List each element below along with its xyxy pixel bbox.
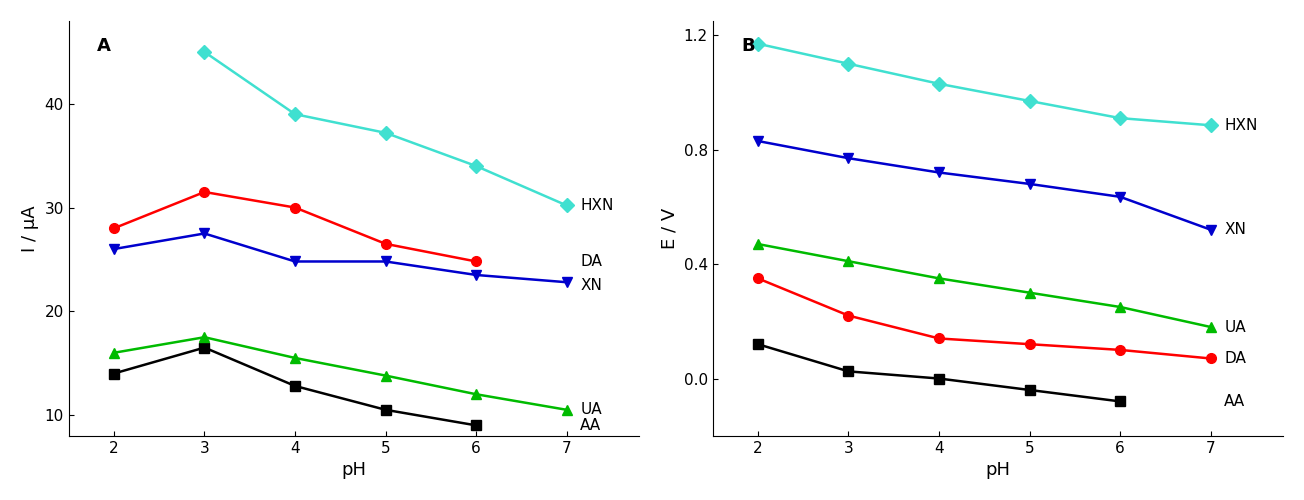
X-axis label: pH: pH	[986, 461, 1011, 479]
Y-axis label: I / μA: I / μA	[21, 205, 39, 252]
Text: UA: UA	[580, 402, 602, 417]
Text: HXN: HXN	[580, 198, 614, 213]
Text: AA: AA	[1224, 394, 1245, 409]
Text: DA: DA	[1224, 351, 1247, 366]
X-axis label: pH: pH	[342, 461, 366, 479]
Text: UA: UA	[1224, 320, 1245, 334]
Y-axis label: E / V: E / V	[660, 208, 678, 249]
Text: DA: DA	[580, 254, 602, 269]
Text: XN: XN	[1224, 222, 1247, 237]
Text: AA: AA	[580, 418, 601, 433]
Text: A: A	[98, 38, 111, 56]
Text: B: B	[741, 38, 755, 56]
Text: XN: XN	[580, 278, 602, 293]
Text: HXN: HXN	[1224, 118, 1257, 133]
